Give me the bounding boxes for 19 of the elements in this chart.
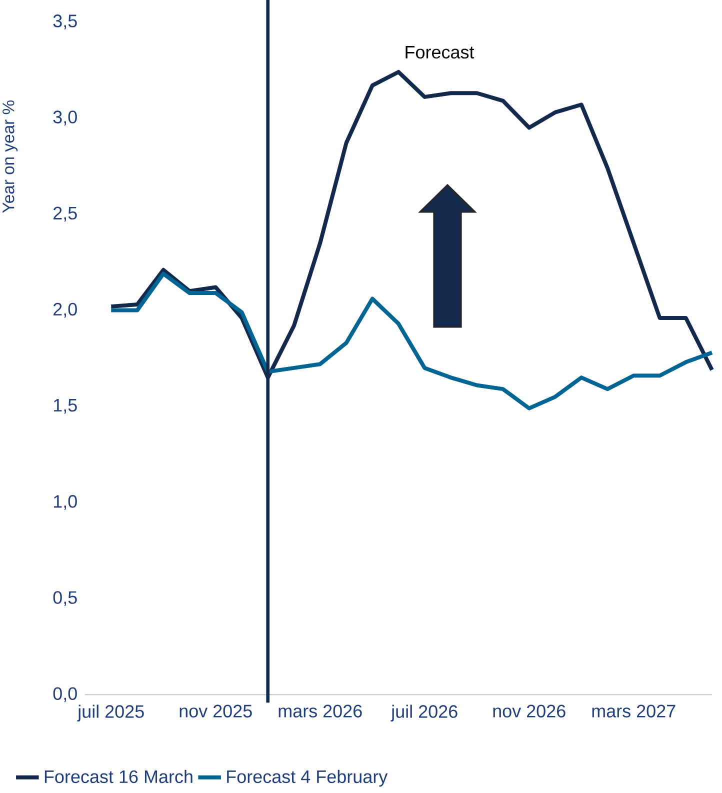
x-tick-label: mars 2026 (278, 704, 362, 718)
x-tick-label: mars 2027 (592, 704, 676, 718)
x-tick-label: juil 2025 (77, 704, 144, 722)
y-tick-label: 1,5 (54, 399, 77, 414)
y-tick-label: 2,0 (54, 302, 77, 318)
annotation: Forecast (406, 46, 474, 59)
legend-label: Forecast 16 March (44, 770, 192, 784)
y-tick-label: 0,0 (53, 687, 77, 702)
y-tick-label: 0,5 (53, 591, 77, 606)
x-tick-label: nov 2026 (493, 704, 566, 718)
y-tick-label: 1,0 (54, 495, 77, 510)
y-tick-label: 2,5 (54, 206, 77, 222)
y-axis-title: Year on year % (2, 100, 18, 213)
x-tick-label: juil 2026 (390, 704, 458, 722)
line-series (109, 272, 714, 410)
y-tick-label: 3,5 (53, 14, 77, 30)
x-tick-label: nov 2025 (180, 704, 252, 718)
legend-label: Forecast 4 February (227, 770, 388, 787)
y-tick-label: 3,0 (53, 110, 77, 126)
